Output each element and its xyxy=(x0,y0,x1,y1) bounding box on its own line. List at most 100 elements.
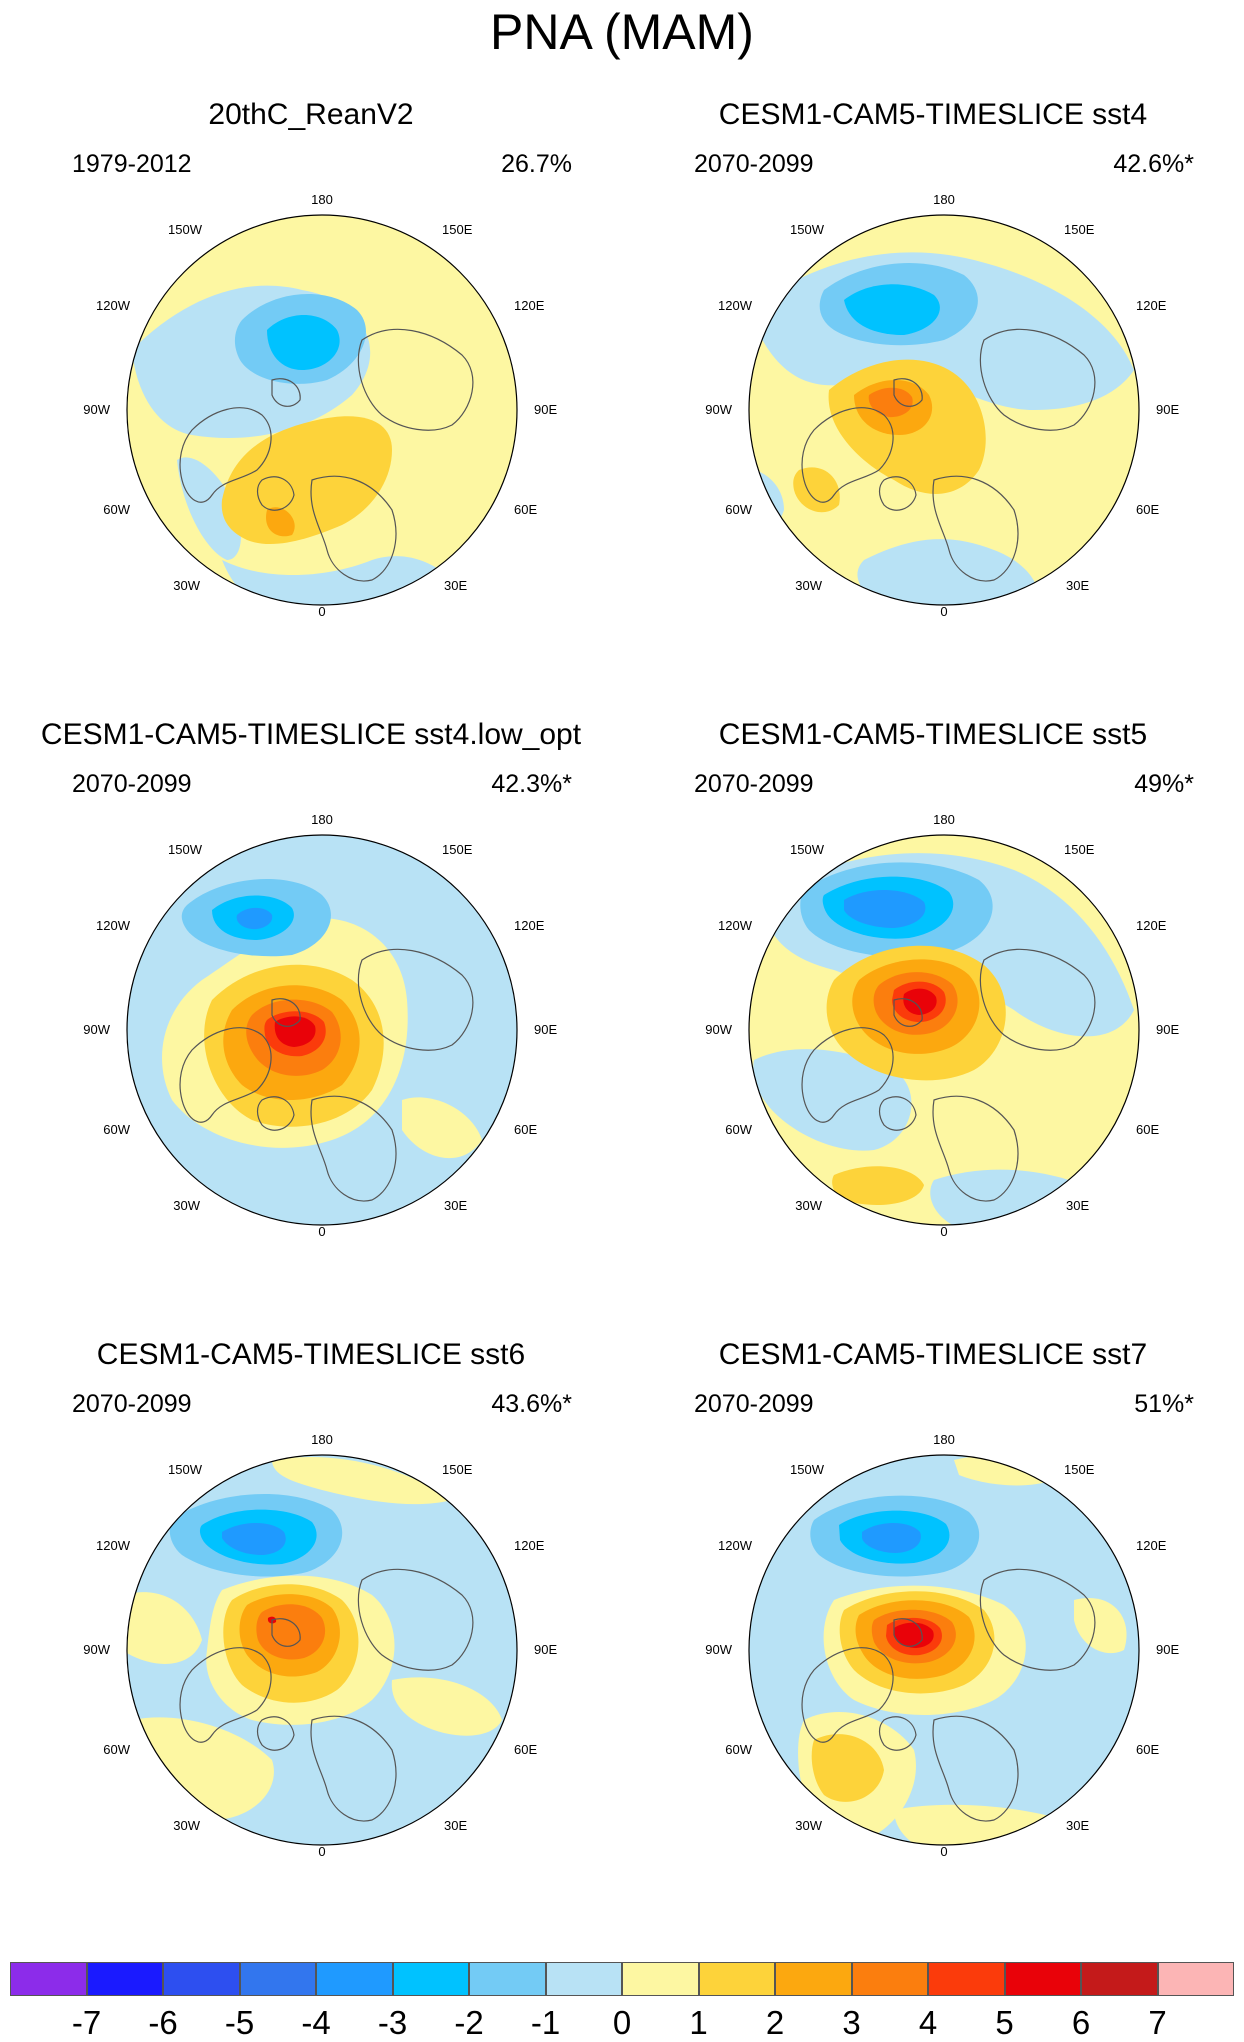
coastline xyxy=(979,1568,1096,1671)
colorbar-label: 1 xyxy=(689,2004,708,2041)
longitude-label: 180 xyxy=(311,812,333,827)
longitude-label: 150W xyxy=(168,222,203,237)
coastline xyxy=(932,475,1019,582)
colorbar-segment xyxy=(86,1962,163,1996)
longitude-label: 150E xyxy=(442,842,473,857)
longitude-label: 30W xyxy=(173,578,200,593)
colorbar-label: -6 xyxy=(148,2004,178,2041)
colorbar-label: 0 xyxy=(612,2004,632,2041)
colorbar-segment xyxy=(10,1962,87,1996)
period-label: 2070-2099 xyxy=(694,770,814,798)
panel-title: CESM1-CAM5-TIMESLICE sst5 xyxy=(718,718,1148,751)
colorbar-segment xyxy=(163,1962,240,1996)
longitude-label: 60E xyxy=(1136,1122,1159,1137)
longitude-label: 90E xyxy=(1156,402,1179,417)
colorbar-label: 2 xyxy=(765,2004,785,2041)
period-label: 2070-2099 xyxy=(694,1390,814,1418)
panel-title: CESM1-CAM5-TIMESLICE sst4.low_opt xyxy=(40,718,582,751)
coastline xyxy=(893,378,923,407)
colorbar-label: -7 xyxy=(71,2004,102,2041)
longitude-label: 60W xyxy=(725,1742,752,1757)
coastline xyxy=(256,476,295,511)
longitude-label: 180 xyxy=(933,812,955,827)
longitude-label: 150E xyxy=(442,1462,473,1477)
colorbar-label: -3 xyxy=(377,2004,408,2041)
coastline xyxy=(357,948,474,1051)
longitude-label: 180 xyxy=(933,192,955,207)
map-panel-sst7: CESM1-CAM5-TIMESLICE sst7 2070-2099 51%*… xyxy=(622,1330,1244,1950)
longitude-label: 30W xyxy=(795,1818,822,1833)
polar-map: 180 150E 120E 90E 60E 30E 0 30W 60W 90W 120W 150W xyxy=(705,192,1179,619)
longitude-label: 120E xyxy=(514,298,545,313)
colorbar xyxy=(10,1962,1234,1996)
longitude-label: 30E xyxy=(444,578,467,593)
period-label: 2070-2099 xyxy=(694,150,814,178)
colorbar-label: -5 xyxy=(224,2004,255,2041)
longitude-label: 120W xyxy=(96,1538,131,1553)
colorbar-segment xyxy=(698,1962,775,1996)
longitude-label: 150E xyxy=(1064,222,1095,237)
longitude-label: 120E xyxy=(514,918,545,933)
longitude-label: 90W xyxy=(705,1642,732,1657)
longitude-label: 150E xyxy=(442,222,473,237)
longitude-label: 60W xyxy=(725,502,752,517)
longitude-label: 180 xyxy=(933,1432,955,1447)
colorbar-label: -1 xyxy=(530,2004,561,2041)
coastline xyxy=(271,998,301,1027)
longitude-label: 120W xyxy=(96,298,131,313)
coastline xyxy=(310,1715,397,1822)
panel-title: CESM1-CAM5-TIMESLICE sst4 xyxy=(718,98,1148,131)
variance-label: 42.3%* xyxy=(491,770,572,798)
longitude-label: 60E xyxy=(1136,1742,1159,1757)
coastline-outlines xyxy=(179,1568,474,1822)
longitude-label: 120E xyxy=(1136,918,1167,933)
longitude-label: 60W xyxy=(725,1122,752,1137)
longitude-label: 30W xyxy=(173,1818,200,1833)
coastline xyxy=(357,328,474,431)
longitude-label: 0 xyxy=(940,1224,947,1239)
longitude-label: 0 xyxy=(940,1844,947,1859)
polar-map: 180 150E 120E 90E 60E 30E 0 30W 60W 90W 120W 150W xyxy=(705,1432,1179,1859)
coastline xyxy=(179,407,272,503)
map-panel-sst4: CESM1-CAM5-TIMESLICE sst4 2070-2099 42.6… xyxy=(622,90,1244,710)
coastline xyxy=(256,1096,295,1131)
colorbar-segment xyxy=(622,1962,699,1996)
period-label: 2070-2099 xyxy=(72,1390,192,1418)
map-panel-sst6: CESM1-CAM5-TIMESLICE sst6 2070-2099 43.6… xyxy=(0,1330,622,1950)
longitude-label: 60E xyxy=(514,1742,537,1757)
longitude-label: 150E xyxy=(1064,842,1095,857)
variance-label: 42.6%* xyxy=(1113,150,1194,178)
longitude-label: 120W xyxy=(96,918,131,933)
colorbar-label: -2 xyxy=(454,2004,484,2041)
panel-title: 20thC_ReanV2 xyxy=(208,98,414,131)
coastline xyxy=(979,948,1096,1051)
period-label: 1979-2012 xyxy=(72,150,192,178)
longitude-label: 90E xyxy=(534,1022,557,1037)
longitude-label: 90W xyxy=(705,1022,732,1037)
colorbar-label: -4 xyxy=(301,2004,331,2041)
colorbar-label: 4 xyxy=(918,2004,938,2041)
coastline xyxy=(801,1647,894,1743)
longitude-label: 150W xyxy=(790,842,825,857)
longitude-label: 30W xyxy=(173,1198,200,1213)
coastline xyxy=(932,1715,1019,1822)
panel-title: CESM1-CAM5-TIMESLICE sst6 xyxy=(96,1338,526,1371)
coastline xyxy=(878,1716,917,1751)
coastline xyxy=(878,476,917,511)
longitude-label: 120E xyxy=(514,1538,545,1553)
longitude-label: 30E xyxy=(1066,1818,1089,1833)
longitude-label: 180 xyxy=(311,1432,333,1447)
coastline xyxy=(310,475,397,582)
coastline xyxy=(932,1095,1019,1202)
longitude-label: 0 xyxy=(318,604,325,619)
longitude-label: 180 xyxy=(311,192,333,207)
variance-label: 26.7% xyxy=(501,150,572,178)
longitude-label: 30W xyxy=(795,1198,822,1213)
colorbar-labels: -7 -6 -5 -4 -3 -2 -1 0 1 2 3 4 5 6 7 xyxy=(10,2004,1234,2042)
coastline xyxy=(271,378,301,407)
longitude-label: 30E xyxy=(444,1198,467,1213)
longitude-label: 150W xyxy=(790,222,825,237)
coastline-outlines xyxy=(179,948,474,1202)
longitude-label: 120W xyxy=(718,298,753,313)
coastline xyxy=(878,1096,917,1131)
